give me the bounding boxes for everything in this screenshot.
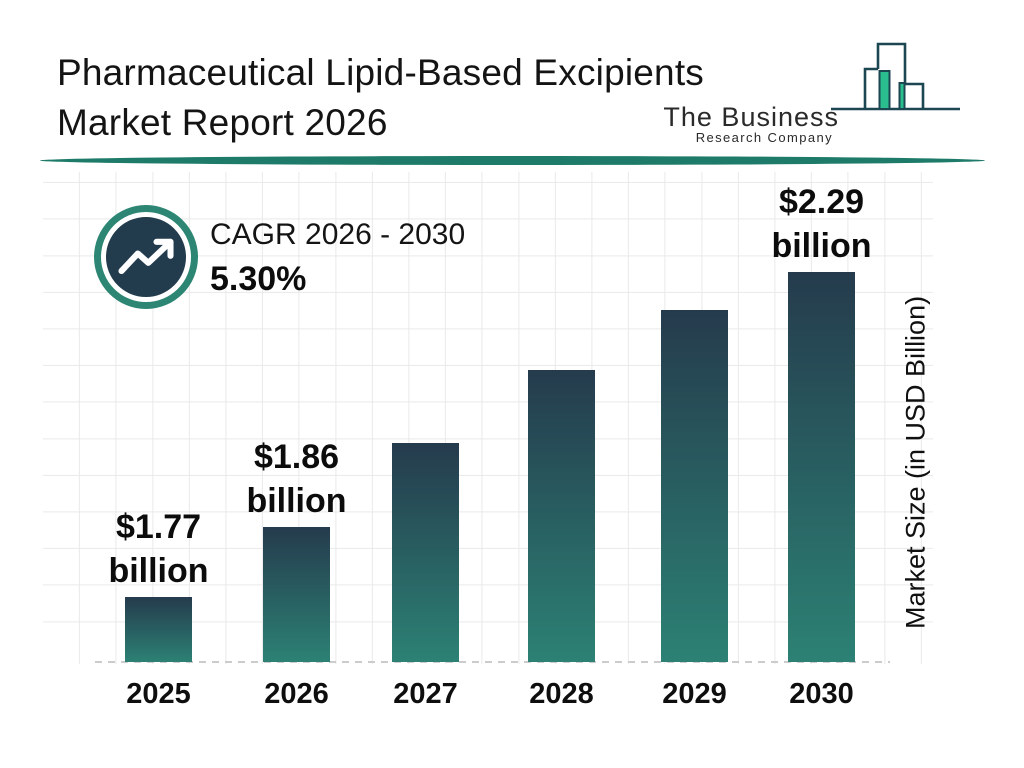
bar-value-amount: $1.86 bbox=[253, 438, 340, 476]
bar-value-amount: $2.29 bbox=[778, 183, 865, 221]
chart-baseline-dashed bbox=[95, 661, 890, 663]
bar-2027 bbox=[392, 443, 459, 662]
x-axis-label-2027: 2027 bbox=[393, 678, 458, 710]
cagr-badge-inner-circle bbox=[101, 212, 191, 302]
cagr-value: 5.30% bbox=[210, 260, 307, 298]
bar-value-label-2025: $1.77 billion bbox=[69, 505, 249, 593]
bar-2028 bbox=[528, 370, 595, 662]
bar-2025 bbox=[125, 597, 192, 662]
bar-value-label-2026: $1.86 billion bbox=[207, 435, 387, 523]
bar-2029 bbox=[661, 310, 728, 662]
bar-value-amount: $1.77 bbox=[115, 508, 202, 546]
bar-chart-logo-icon bbox=[831, 42, 960, 111]
logo-company-name: The Business bbox=[663, 102, 839, 132]
teal-divider bbox=[40, 156, 985, 165]
x-axis-label-2026: 2026 bbox=[264, 678, 329, 710]
x-axis-label-2029: 2029 bbox=[662, 678, 727, 710]
bar-value-unit: billion bbox=[108, 552, 209, 590]
logo-company-subtitle: Research Company bbox=[695, 130, 833, 145]
cagr-period-label: CAGR 2026 - 2030 bbox=[210, 218, 466, 251]
trending-up-icon bbox=[118, 238, 174, 275]
y-axis-label: Market Size (in USD Billion) bbox=[900, 295, 931, 629]
cagr-badge bbox=[94, 205, 198, 309]
bar-2026 bbox=[263, 527, 330, 662]
page-title: Pharmaceutical Lipid-Based Excipients Ma… bbox=[57, 52, 705, 143]
bar-value-label-2030: $2.29 billion bbox=[732, 180, 912, 268]
bar-value-unit: billion bbox=[246, 482, 347, 520]
x-axis-label-2028: 2028 bbox=[529, 678, 594, 710]
bar-value-unit: billion bbox=[771, 227, 872, 265]
bar-2030 bbox=[788, 272, 855, 662]
x-axis-label-2030: 2030 bbox=[789, 678, 854, 710]
x-axis-label-2025: 2025 bbox=[126, 678, 191, 710]
company-logo: The Business Research Company bbox=[663, 36, 1000, 145]
